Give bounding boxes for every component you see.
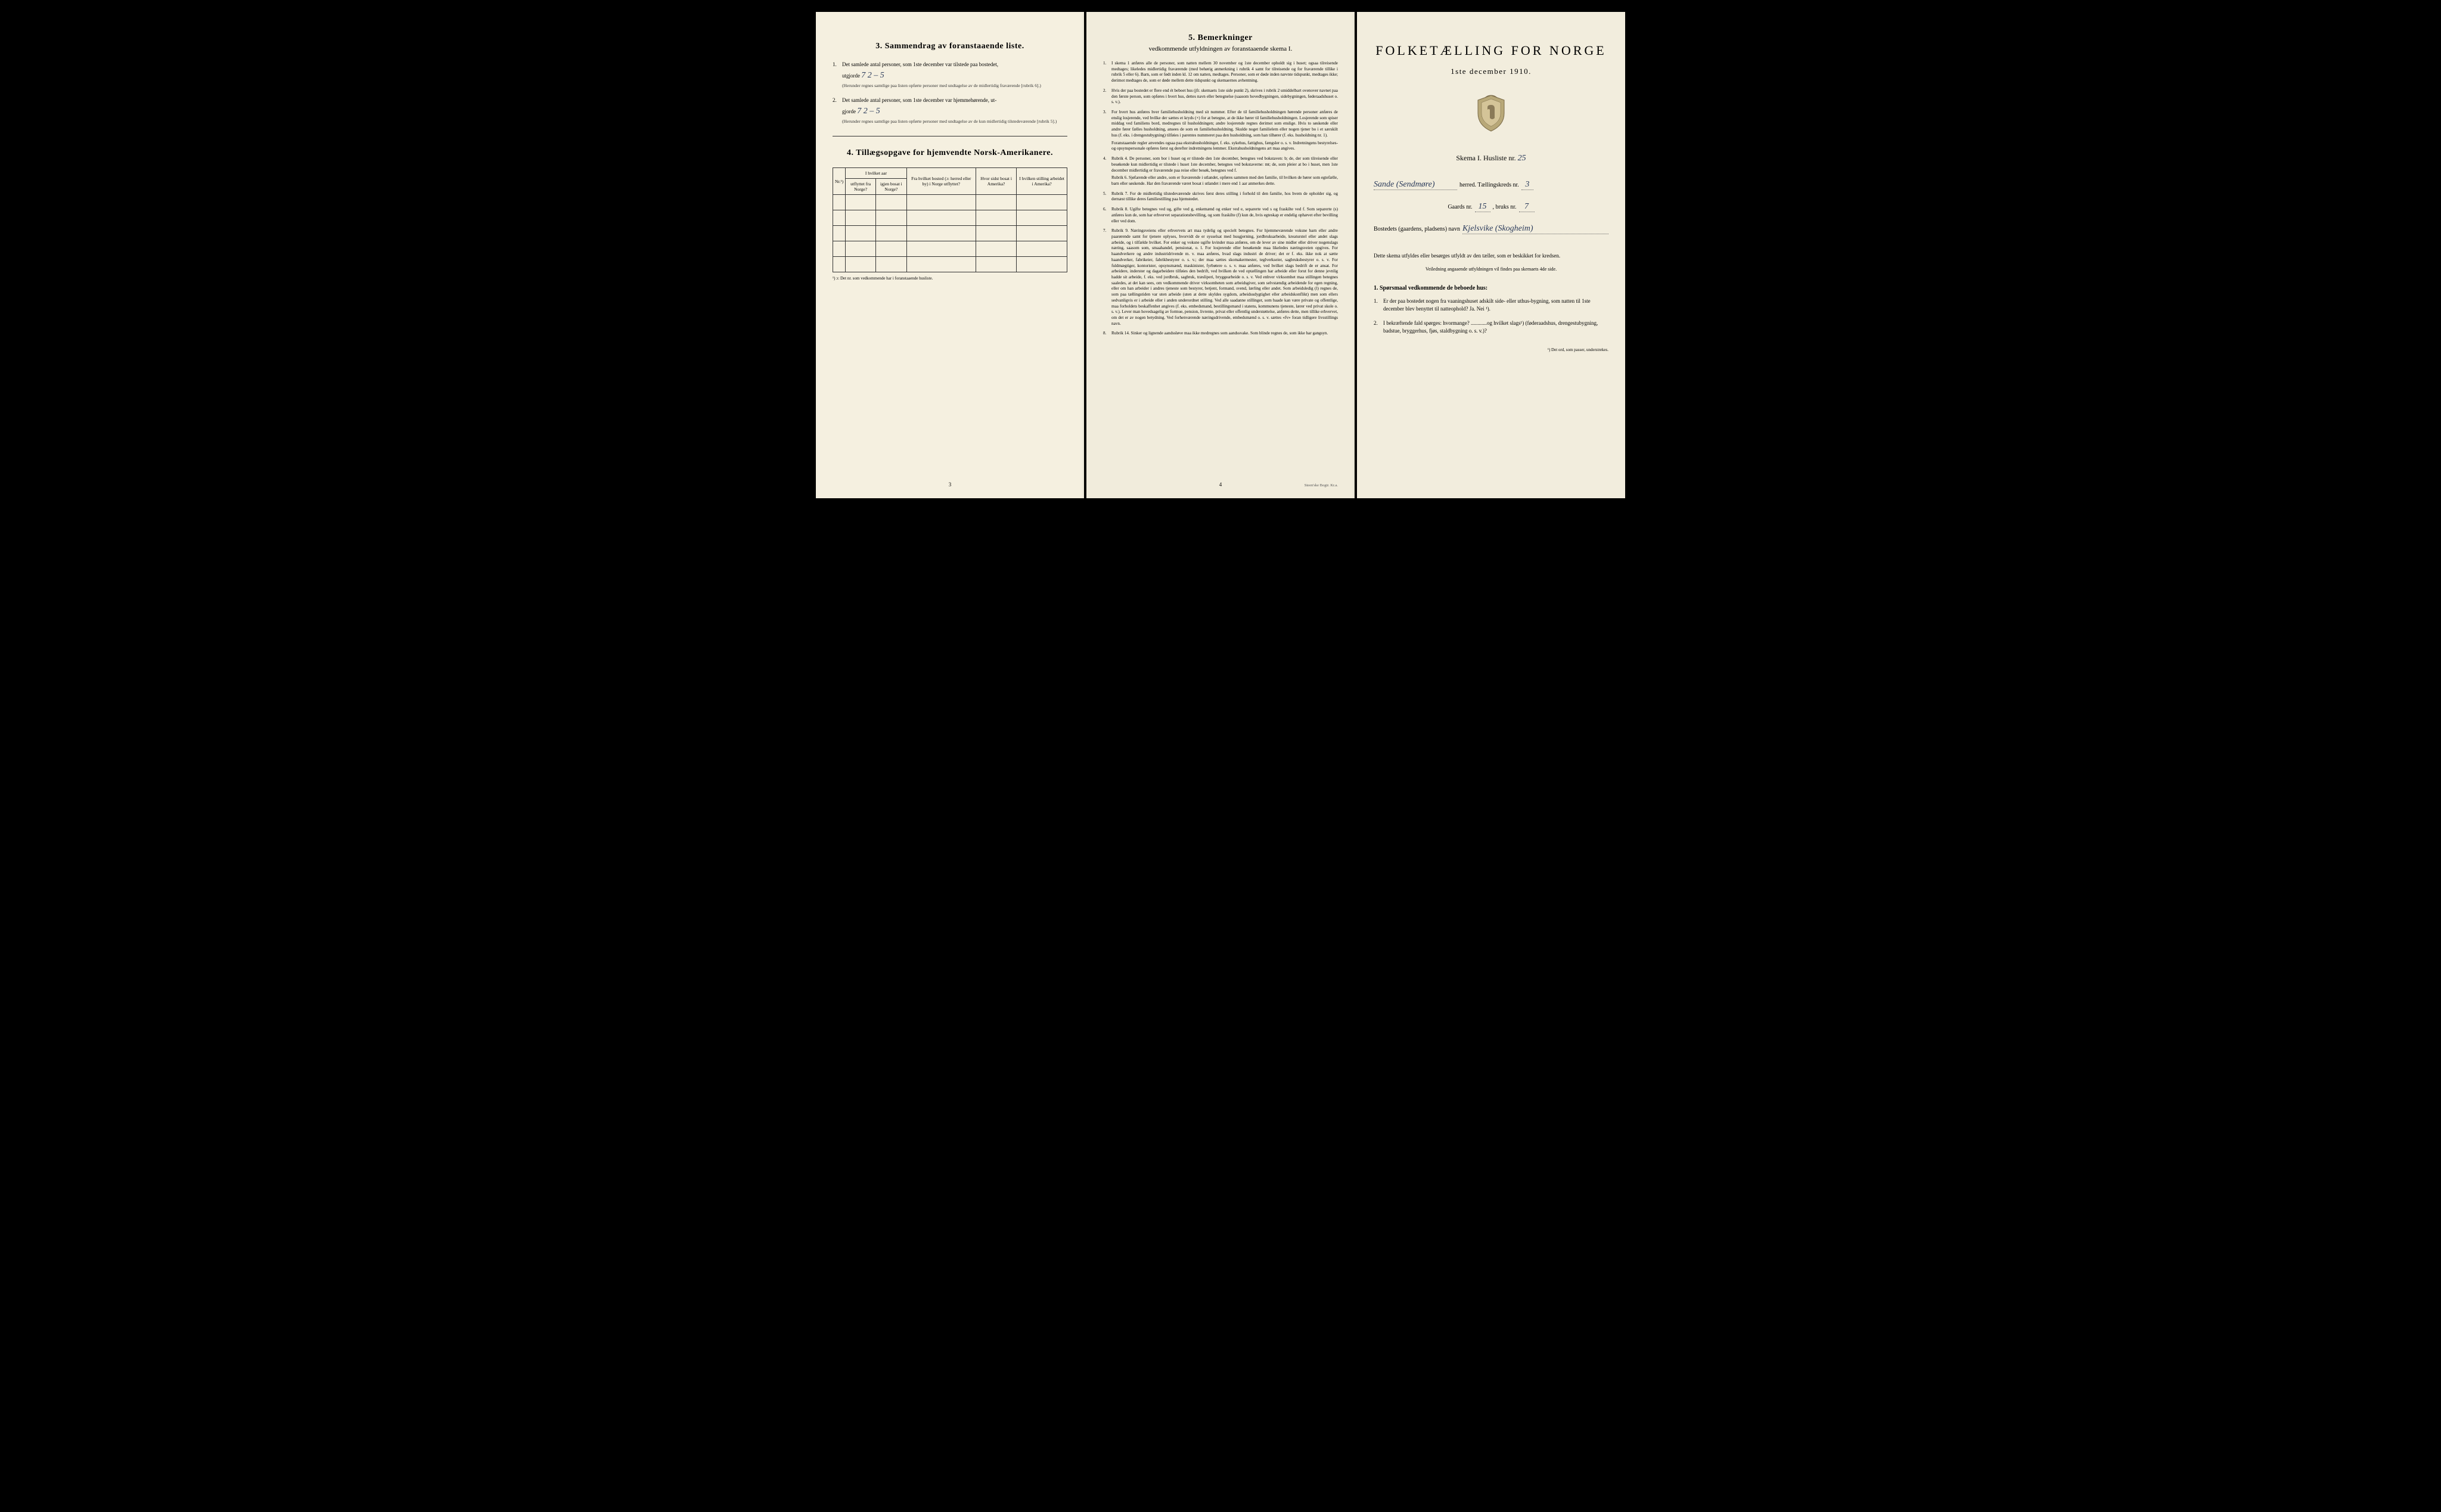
remark-text: Hvis der paa bostedet er flere end ét be…: [1111, 88, 1338, 105]
amerikanere-table: Nr.¹) I hvilket aar Fra hvilket bosted (…: [833, 167, 1067, 272]
remark-text: Rubrik 8. Ugifte betegnes ved ug, gifte …: [1111, 207, 1338, 224]
footnote-right: ¹) Det ord, som passer, understrekes.: [1374, 347, 1608, 352]
skema-value: 25: [1518, 154, 1526, 163]
question-2: 2. I bekræftende fald spørges: hvormange…: [1374, 319, 1608, 336]
bosted-value: Kjelsvike (Skogheim): [1462, 224, 1608, 234]
remark-text: I skema 1 anføres alle de personer, som …: [1111, 61, 1338, 84]
page-number-4: 4: [1219, 482, 1222, 488]
bruks-value: 7: [1519, 202, 1535, 212]
item2-text: Det samlede antal personer, som 1ste dec…: [842, 97, 996, 103]
th-bosted: Fra hvilket bosted (ɔ: herred eller by) …: [906, 168, 976, 195]
remark-text: Rubrik 9. Næringsveiens eller erhvervets…: [1111, 228, 1338, 327]
q1-text: Er der paa bostedet nogen fra vaaningshu…: [1383, 297, 1608, 313]
remark-num: 4.: [1103, 156, 1111, 187]
item-1: 1. Det samlede antal personer, som 1ste …: [833, 61, 1067, 89]
remark-item: 6.Rubrik 8. Ugifte betegnes ved ug, gift…: [1103, 207, 1338, 224]
item1-note: (Herunder regnes samtlige paa listen opf…: [842, 83, 1041, 88]
table-row: [833, 226, 1067, 241]
norway-crest-icon: [1476, 94, 1507, 132]
bruks-label: , bruks nr.: [1493, 204, 1517, 210]
instruction-sub: Veiledning angaaende utfyldningen vil fi…: [1374, 266, 1608, 272]
page-right: FOLKETÆLLING FOR NORGE 1ste december 191…: [1357, 12, 1625, 498]
remark-item: 5.Rubrik 7. For de midlertidig tilstedev…: [1103, 191, 1338, 203]
remark-text: Rubrik 14. Sinker og lignende aandssløve…: [1111, 331, 1338, 337]
th-amerika: Hvor sidst bosat i Amerika?: [976, 168, 1017, 195]
remark-num: 1.: [1103, 61, 1111, 84]
item-2: 2. Det samlede antal personer, som 1ste …: [833, 97, 1067, 125]
remark-item: 8.Rubrik 14. Sinker og lignende aandsslø…: [1103, 331, 1338, 337]
skema-line: Skema I. Husliste nr. 25: [1374, 154, 1608, 163]
q2-num: 2.: [1374, 319, 1383, 336]
remark-item: 4.Rubrik 4. De personer, som bor i huset…: [1103, 156, 1338, 187]
item2-note: (Herunder regnes samtlige paa listen opf…: [842, 119, 1057, 124]
section3-header: 3. Sammendrag av foranstaaende liste.: [833, 42, 1067, 51]
item1-num: 1.: [833, 61, 842, 89]
th-nr: Nr.¹): [833, 168, 846, 195]
skema-label: Skema I. Husliste nr.: [1456, 154, 1515, 162]
th-bosat: igjen bosat i Norge?: [876, 179, 907, 195]
table-row: [833, 257, 1067, 272]
remark-sub: Foranstaaende regler anvendes ogsaa paa …: [1111, 141, 1338, 152]
table-footnote: ¹) ɔ: Det nr. som vedkommende har i fora…: [833, 276, 1067, 281]
remark-item: 2.Hvis der paa bostedet er flere end ét …: [1103, 88, 1338, 105]
title-date: 1ste december 1910.: [1374, 67, 1608, 76]
section5-header: 5. Bemerkninger: [1103, 33, 1338, 43]
q2-text: I bekræftende fald spørges: hvormange? .…: [1383, 319, 1608, 336]
item2-num: 2.: [833, 97, 842, 125]
remark-num: 6.: [1103, 207, 1111, 224]
section4-header: 4. Tillægsopgave for hjemvendte Norsk-Am…: [833, 148, 1067, 158]
remark-text: Rubrik 4. De personer, som bor i huset o…: [1111, 156, 1338, 187]
remark-item: 7.Rubrik 9. Næringsveiens eller erhverve…: [1103, 228, 1338, 327]
th-utflyttet: utflyttet fra Norge?: [846, 179, 876, 195]
section5-sub: vedkommende utfyldningen av foranstaaend…: [1103, 45, 1338, 52]
remark-item: 3.For hvert hus anføres hver familiehush…: [1103, 110, 1338, 152]
herred-line: Sande (Sendmøre) herred. Tællingskreds n…: [1374, 180, 1608, 191]
th-aar: I hvilket aar: [846, 168, 907, 179]
gaards-line: Gaards nr. 15 , bruks nr. 7: [1374, 202, 1608, 213]
instruction: Dette skema utfyldes eller besørges utfy…: [1374, 252, 1608, 260]
remark-sub: Rubrik 6. Sjøfarende eller andre, som er…: [1111, 175, 1338, 187]
printer-credit: Steen'ske Bogtr. Kr.a.: [1305, 483, 1338, 488]
main-title: FOLKETÆLLING FOR NORGE: [1374, 43, 1608, 58]
kreds-value: 3: [1521, 180, 1533, 190]
th-stilling: I hvilken stilling arbeidet i Amerika?: [1017, 168, 1067, 195]
page-center: 5. Bemerkninger vedkommende utfyldningen…: [1086, 12, 1355, 498]
remarks-list: 1.I skema 1 anføres alle de personer, so…: [1103, 61, 1338, 337]
gaards-value: 15: [1475, 202, 1490, 212]
remark-item: 1.I skema 1 anføres alle de personer, so…: [1103, 61, 1338, 84]
table-row: [833, 241, 1067, 257]
remark-num: 2.: [1103, 88, 1111, 105]
table-row: [833, 195, 1067, 210]
question-1: 1. Er der paa bostedet nogen fra vaaning…: [1374, 297, 1608, 313]
item2-label: gjorde: [842, 108, 856, 114]
remark-num: 7.: [1103, 228, 1111, 327]
remark-num: 5.: [1103, 191, 1111, 203]
remark-num: 8.: [1103, 331, 1111, 337]
herred-value: Sande (Sendmøre): [1374, 180, 1457, 190]
q1-num: 1.: [1374, 297, 1383, 313]
gaards-label: Gaards nr.: [1448, 204, 1472, 210]
item1-label: utgjorde: [842, 73, 860, 79]
page-left: 3. Sammendrag av foranstaaende liste. 1.…: [816, 12, 1084, 498]
item1-text: Det samlede antal personer, som 1ste dec…: [842, 61, 998, 67]
table-row: [833, 210, 1067, 226]
remark-text: For hvert hus anføres hver familiehushol…: [1111, 110, 1338, 152]
bosted-label: Bostedets (gaardens, pladsens) navn: [1374, 226, 1460, 232]
page-number-3: 3: [949, 482, 952, 488]
item1-value: 7 2 – 5: [861, 71, 884, 80]
question-header: 1. Spørsmaal vedkommende de beboede hus:: [1374, 285, 1608, 291]
document-spread: 3. Sammendrag av foranstaaende liste. 1.…: [816, 12, 1625, 498]
herred-label: herred. Tællingskreds nr.: [1459, 182, 1519, 188]
remark-text: Rubrik 7. For de midlertidig tilstedevær…: [1111, 191, 1338, 203]
item2-value: 7 2 – 5: [857, 107, 880, 116]
remark-num: 3.: [1103, 110, 1111, 152]
bosted-line: Bostedets (gaardens, pladsens) navn Kjel…: [1374, 224, 1608, 235]
